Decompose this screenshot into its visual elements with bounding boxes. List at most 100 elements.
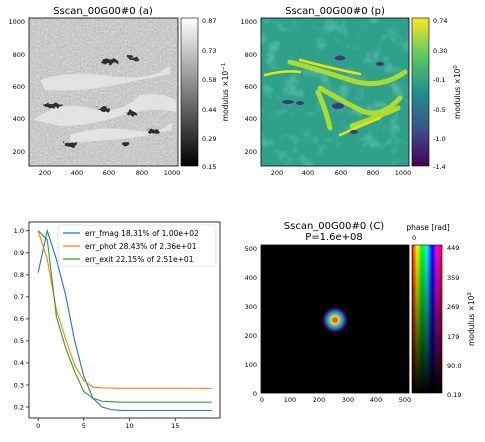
panel-a: Sscan_00G00#0 (a) 200 bbox=[8, 6, 230, 177]
line-series bbox=[37, 228, 212, 412]
panel-p-xticks: 200 400 600 800 1000 bbox=[271, 169, 411, 177]
cbar-tick: 0.73 bbox=[202, 47, 216, 55]
xtick: 800 bbox=[367, 169, 379, 177]
ytick: 300 bbox=[245, 303, 257, 311]
ytick-label: 1.0 bbox=[14, 227, 24, 235]
cbar-tick: 90.0 bbox=[447, 362, 461, 370]
xtick: 600 bbox=[103, 169, 115, 177]
cbar-tick: 0.44 bbox=[202, 106, 216, 114]
xtick: 200 bbox=[39, 169, 51, 177]
ytick: 1000 bbox=[240, 18, 257, 26]
cbar-tick: 0.58 bbox=[202, 76, 216, 84]
ytick-label: 0.3 bbox=[14, 381, 24, 389]
line-xticks: 0 5 10 15 bbox=[36, 418, 179, 430]
panel-p-colorbar: 0.74 0.30 -0.1 -0.5 -1.0 -1.4 modulus ×1… bbox=[411, 17, 462, 171]
xtick: 200 bbox=[313, 396, 325, 404]
line-yticks: 0.2 0.3 0.4 0.5 0.6 0.7 0.8 0.9 1.0 bbox=[14, 227, 29, 411]
phase-header: phase [rad] bbox=[406, 223, 449, 232]
cbar-tick: 179 bbox=[447, 333, 459, 341]
cbar-tick: -0.5 bbox=[433, 106, 446, 114]
panel-c: Sscan_00G00#0 (C) P=1.6e+08 0 100 200 30… bbox=[245, 221, 476, 404]
xtick-label: 10 bbox=[125, 422, 133, 430]
ytick-label: 0.6 bbox=[14, 315, 24, 323]
cbar-tick: -0.1 bbox=[433, 76, 446, 84]
xtick: 200 bbox=[271, 169, 283, 177]
panel-p-title: Sscan_00G00#0 (p) bbox=[285, 6, 385, 17]
cbar-tick: 0.74 bbox=[433, 17, 447, 25]
legend-label-err-fmag: err_fmag 18.31% of 1.00e+02 bbox=[85, 229, 199, 238]
panel-c-subtitle: P=1.6e+08 bbox=[305, 232, 363, 243]
panel-a-frame bbox=[28, 17, 179, 167]
probe-spot bbox=[321, 306, 349, 334]
line-plot-frame bbox=[28, 221, 221, 419]
ytick: 600 bbox=[13, 83, 25, 91]
ytick-label: 0.9 bbox=[14, 249, 24, 257]
ytick-label: 0.7 bbox=[14, 293, 24, 301]
ytick-label: 0.4 bbox=[14, 359, 24, 367]
ytick: 1000 bbox=[8, 18, 25, 26]
colorbar-label: modulus ×100 bbox=[453, 65, 462, 119]
panel-p-yticks: 200 400 600 800 1000 bbox=[240, 18, 257, 156]
panel-a-image bbox=[29, 18, 178, 166]
xtick: 500 bbox=[399, 396, 411, 404]
panel-errors: 0 5 10 15 0.2 0.3 0.4 0.5 0.6 0.7 0.8 0.9 1.0 err_f… bbox=[14, 221, 221, 430]
panel-c-frame bbox=[260, 244, 410, 394]
ytick: 400 bbox=[13, 115, 25, 123]
ytick-label: 0.2 bbox=[14, 403, 24, 411]
cbar-tick: 0.19 bbox=[447, 391, 461, 399]
panel-a-colorbar: 0.87 0.73 0.58 0.44 0.29 0.15 modulus ×1… bbox=[180, 17, 230, 171]
panel-a-title: Sscan_00G00#0 (a) bbox=[53, 6, 153, 17]
ytick: 400 bbox=[245, 115, 257, 123]
series-line-0 bbox=[37, 228, 212, 412]
ytick: 400 bbox=[245, 274, 257, 282]
series-line-2 bbox=[37, 230, 212, 403]
ytick-label: 0.5 bbox=[14, 337, 24, 345]
colorbar-label: modulus ×102 bbox=[467, 292, 476, 346]
panel-c-xticks: 0 100 200 300 400 500 bbox=[260, 396, 411, 404]
cbar-tick: 0.30 bbox=[433, 47, 447, 55]
xtick: 1000 bbox=[164, 169, 181, 177]
cbar-tick: 0.15 bbox=[202, 163, 216, 171]
phase-zero-label: 0 bbox=[412, 234, 416, 242]
panel-c-yticks: 0 100 200 300 400 500 bbox=[245, 245, 257, 398]
xtick-label: 0 bbox=[36, 422, 40, 430]
xtick: 400 bbox=[370, 396, 382, 404]
panel-a-yticks: 200 400 600 800 1000 bbox=[8, 18, 25, 156]
ytick: 800 bbox=[245, 51, 257, 59]
ytick-label: 0.8 bbox=[14, 271, 24, 279]
cbar-tick: 269 bbox=[447, 303, 459, 311]
cbar-tick: 359 bbox=[447, 274, 459, 282]
cbar-tick: 0.29 bbox=[202, 135, 216, 143]
panel-a-xticks: 200 400 600 800 1000 bbox=[39, 169, 180, 177]
cbar-tick: -1.0 bbox=[433, 135, 446, 143]
ytick: 600 bbox=[245, 83, 257, 91]
xtick: 0 bbox=[260, 396, 264, 404]
ytick: 0 bbox=[253, 390, 257, 398]
xtick: 100 bbox=[284, 396, 296, 404]
panel-c-title: Sscan_00G00#0 (C) bbox=[284, 221, 385, 232]
panel-p: Sscan_00G00#0 (p) bbox=[240, 6, 462, 177]
ytick: 200 bbox=[245, 332, 257, 340]
panel-p-image bbox=[261, 18, 409, 166]
colorbar-label: modulus ×10−1 bbox=[221, 63, 230, 121]
ytick: 200 bbox=[13, 148, 25, 156]
legend-label-err-phot: err_phot 28.43% of 2.36e+01 bbox=[85, 242, 197, 251]
xtick-label: 5 bbox=[82, 422, 86, 430]
xtick: 400 bbox=[302, 169, 314, 177]
panel-c-colorbar: phase [rad] 0 449 359 269 179 90.0 0.19 … bbox=[406, 223, 476, 399]
xtick: 1000 bbox=[395, 169, 412, 177]
cbar-tick: -1.4 bbox=[433, 163, 446, 171]
xtick: 400 bbox=[71, 169, 83, 177]
legend: err_fmag 18.31% of 1.00e+02 err_phot 28.… bbox=[57, 224, 217, 267]
ytick: 500 bbox=[245, 245, 257, 253]
xtick: 800 bbox=[136, 169, 148, 177]
ytick: 100 bbox=[245, 361, 257, 369]
cbar-tick: 449 bbox=[447, 244, 459, 252]
ytick: 200 bbox=[245, 148, 257, 156]
xtick: 300 bbox=[342, 396, 354, 404]
series-line-1 bbox=[37, 230, 212, 390]
legend-label-err-exit: err_exit 22.15% of 2.51e+01 bbox=[85, 255, 194, 264]
panel-p-frame bbox=[260, 17, 410, 167]
xtick-label: 15 bbox=[171, 422, 179, 430]
